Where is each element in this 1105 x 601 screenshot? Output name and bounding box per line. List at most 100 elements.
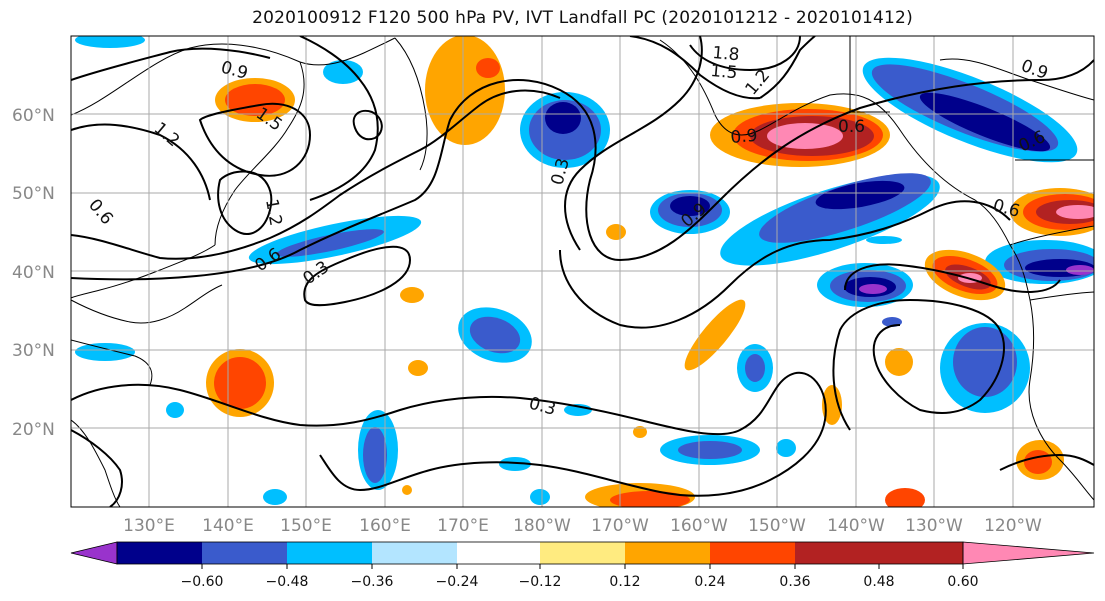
anomaly-shading (684, 299, 746, 371)
lon-label: 150°W (748, 516, 806, 536)
anomaly-shading (885, 488, 925, 507)
contour-line (217, 170, 273, 235)
lon-label: 170°W (591, 516, 649, 536)
lat-label: 20°N (12, 420, 55, 440)
colorbar-tick-label: 0.24 (694, 574, 725, 590)
colorbar-segment (117, 542, 202, 564)
colorbar-extend-high (962, 541, 1095, 565)
anomaly-shading (1066, 265, 1094, 275)
colorbar: −0.60 −0.48 −0.36 −0.24 −0.12 0.12 0.24 … (70, 541, 1095, 590)
colorbar-tick-label: −0.60 (181, 574, 224, 590)
coastline (71, 419, 121, 507)
anomaly-shading (822, 385, 842, 425)
colorbar-tick-label: 0.60 (947, 574, 978, 590)
anomaly-shading (953, 327, 1017, 397)
contour-line (299, 36, 379, 201)
lon-label: 180°W (513, 516, 571, 536)
contour-line (689, 36, 801, 72)
map-frame (70, 35, 1095, 508)
lon-label: 140°W (827, 516, 885, 536)
lon-label: 150°E (280, 516, 332, 536)
anomaly-shading (670, 196, 710, 216)
contour-line (71, 89, 561, 260)
lon-label: 120°W (984, 516, 1042, 536)
anomaly-shading (530, 489, 550, 505)
anomaly-shading (776, 439, 796, 457)
colorbar-segment (372, 542, 457, 564)
colorbar-extend-low (70, 541, 118, 565)
contour-line (999, 453, 1094, 471)
colorbar-tick-label: 0.48 (863, 574, 894, 590)
lon-label: 170°E (437, 516, 489, 536)
anomaly-shading (745, 354, 765, 382)
anomaly-shading (276, 229, 384, 257)
page-title: 2020100912 F120 500 hPa PV, IVT Landfall… (252, 8, 913, 28)
lat-label: 50°N (12, 184, 55, 204)
coastline (71, 37, 396, 116)
contour-line (71, 59, 1094, 281)
anomaly-shading (545, 102, 581, 134)
anomaly-shading (859, 284, 887, 294)
anomaly-shading (1024, 450, 1052, 474)
coastline (71, 284, 223, 324)
lat-label: 60°N (12, 106, 55, 126)
lat-label: 30°N (12, 341, 55, 361)
colorbar-segment (202, 542, 287, 564)
anomaly-shading (263, 489, 287, 505)
contour-line (71, 371, 827, 497)
lon-label: 130°E (123, 516, 175, 536)
contour-line (759, 36, 816, 99)
anomaly-shading (166, 402, 184, 418)
anomaly-shading (499, 457, 531, 471)
colorbar-segment (540, 542, 625, 564)
colorbar-tick-label: −0.36 (351, 574, 394, 590)
anomaly-shading (400, 287, 424, 303)
anomaly-shading (408, 360, 428, 376)
anomaly-shading (323, 60, 363, 84)
coastline (1029, 291, 1094, 301)
contour-label: 1.8 (712, 43, 741, 65)
latitude-labels: 60°N 50°N 40°N 30°N 20°N (12, 106, 55, 440)
anomaly-shading (214, 357, 266, 409)
anomaly-shading (75, 36, 145, 48)
contour-line (832, 298, 1005, 431)
colorbar-tick-label: 0.12 (609, 574, 640, 590)
contour-label: 0.6 (838, 117, 865, 137)
contour-line (629, 36, 761, 100)
anomaly-shading (633, 426, 647, 438)
coastline (214, 61, 305, 246)
anomaly-shading (469, 316, 521, 354)
colorbar-tick-label: −0.12 (519, 574, 562, 590)
lon-label: 160°W (670, 516, 728, 536)
contour-line (352, 109, 383, 141)
colorbar-segment (625, 542, 710, 564)
pv-contours (71, 36, 1094, 507)
anomaly-shading (606, 224, 626, 240)
anomaly-shading (476, 58, 500, 78)
colorbar-segment (795, 542, 879, 564)
contour-line (844, 263, 1061, 293)
anomaly-shading (767, 123, 843, 149)
colorbar-tick-label: −0.48 (266, 574, 309, 590)
contour-line (71, 123, 211, 201)
lon-label: 140°E (202, 516, 254, 536)
contour-line (71, 47, 271, 81)
contour-line (198, 102, 312, 177)
colorbar-segment (710, 542, 795, 564)
anomaly-shading (363, 427, 387, 483)
lon-label: 130°W (905, 516, 963, 536)
anomaly-shading (866, 236, 902, 244)
contour-line (559, 200, 1011, 329)
anomaly-shading (402, 485, 412, 495)
contour-line (71, 429, 123, 507)
anomaly-shading (678, 441, 742, 459)
contour-label: 1.5 (710, 61, 739, 83)
coastline (1009, 225, 1094, 246)
anomaly-shading (610, 491, 690, 507)
anomaly-shading (1056, 205, 1094, 219)
colorbar-segment (879, 542, 963, 564)
contour-label: 0.9 (730, 126, 759, 148)
anomaly-shading (425, 36, 505, 145)
colorbar-segment (287, 542, 372, 564)
